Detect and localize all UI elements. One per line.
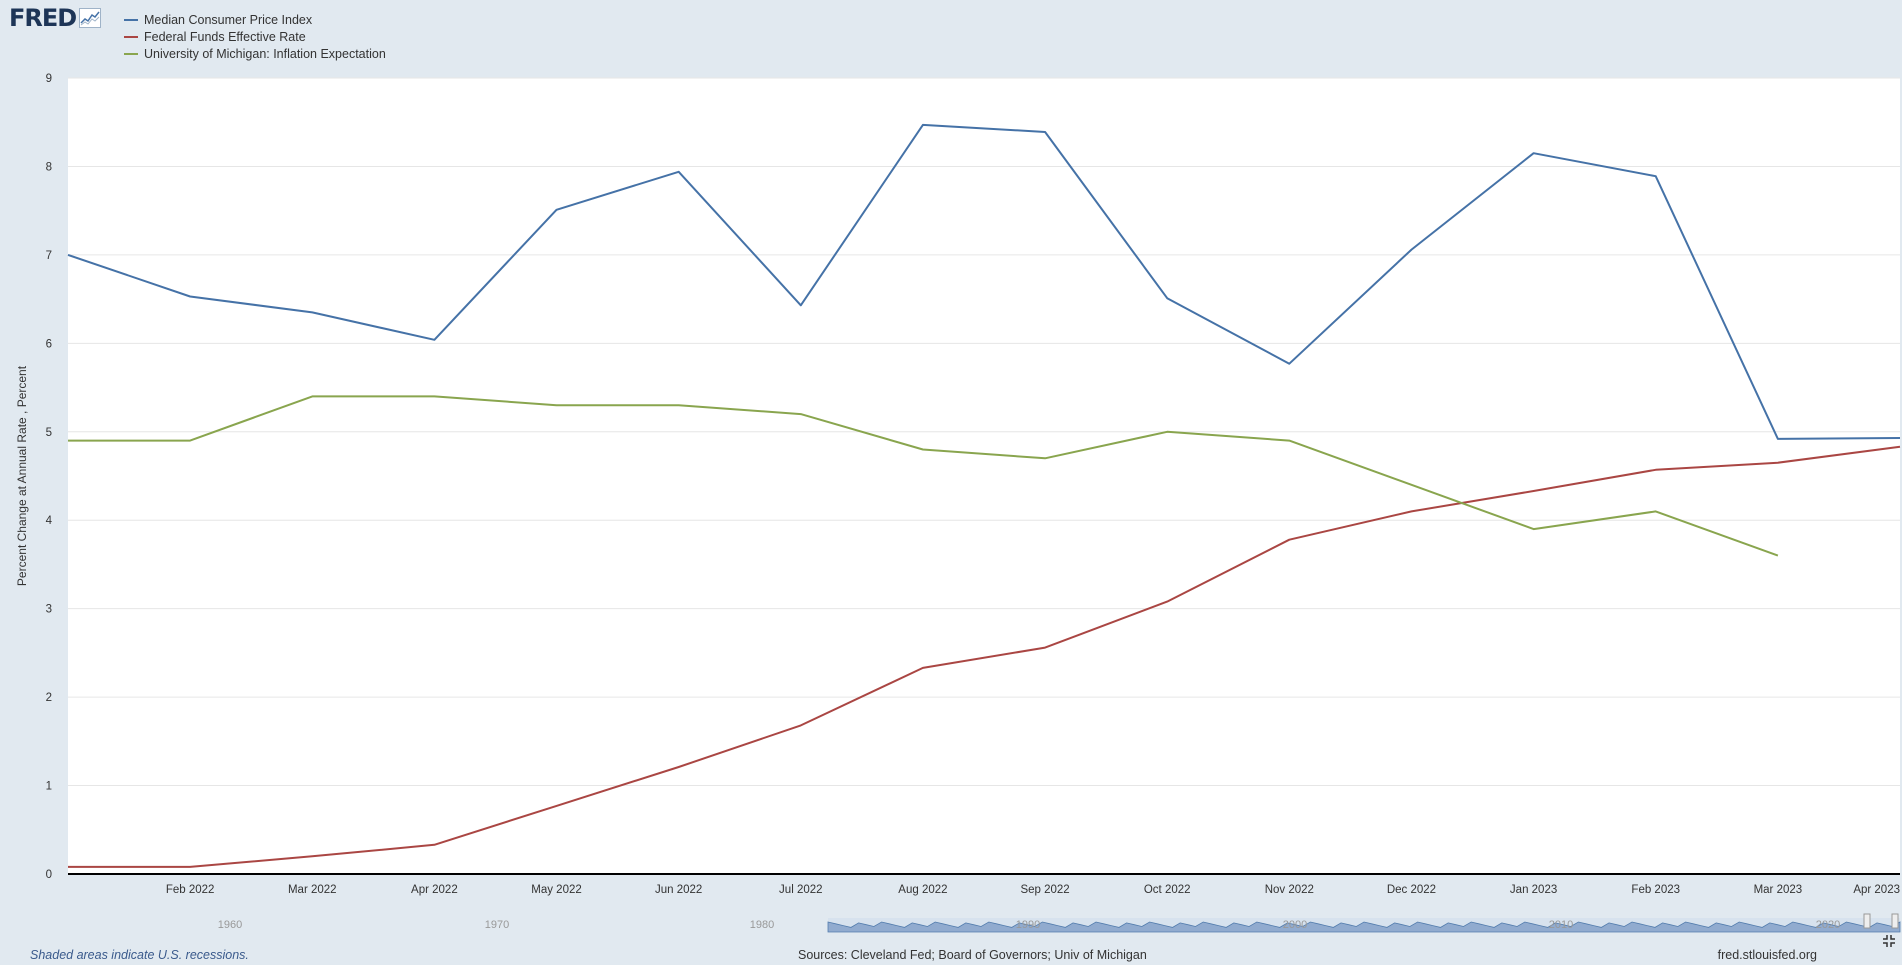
x-tick-label: Dec 2022	[1387, 884, 1436, 896]
series-line-0	[67, 123, 1901, 440]
x-tick-label: Sep 2022	[1020, 884, 1069, 896]
expand-icon[interactable]	[1882, 934, 1896, 948]
x-tick-label: Aug 2022	[898, 884, 947, 896]
legend-label: Median Consumer Price Index	[144, 12, 313, 27]
navigator-year-label: 1990	[1016, 919, 1040, 931]
y-tick-label: 4	[46, 515, 53, 527]
y-tick-label: 3	[46, 604, 52, 616]
x-tick-label: Nov 2022	[1265, 884, 1314, 896]
fred-logo-text: FRED	[9, 4, 77, 32]
navigator-year-label: 1970	[485, 919, 509, 931]
sources-text: Sources: Cleveland Fed; Board of Governo…	[798, 948, 1147, 962]
x-tick-label: Feb 2023	[1631, 884, 1680, 896]
legend-swatch	[124, 18, 138, 21]
y-tick-label: 6	[46, 338, 52, 350]
navigator-year-label: 2020	[1816, 919, 1840, 931]
y-tick-label: 7	[46, 250, 52, 262]
y-tick-label: 8	[46, 161, 52, 173]
x-tick-label: Mar 2022	[288, 884, 337, 896]
fred-logo[interactable]: FRED	[9, 4, 102, 32]
y-tick-label: 0	[46, 869, 52, 881]
x-tick-label: Jan 2023	[1510, 884, 1557, 896]
legend-label: University of Michigan: Inflation Expect…	[144, 46, 386, 61]
navigator-year-label: 1960	[218, 919, 242, 931]
fred-graph-icon	[79, 8, 102, 28]
legend-label: Federal Funds Effective Rate	[144, 29, 306, 44]
legend-item-fed-funds-rate[interactable]: Federal Funds Effective Rate	[124, 28, 386, 45]
plot-area	[68, 78, 1900, 874]
legend-item-median-cpi[interactable]: Median Consumer Price Index	[124, 11, 386, 28]
navigator-series	[827, 921, 1901, 933]
x-tick-label: Apr 2022	[411, 884, 458, 896]
source-url[interactable]: fred.stlouisfed.org	[1717, 948, 1817, 962]
y-tick-label: 5	[46, 427, 52, 439]
y-tick-label: 9	[46, 73, 52, 85]
x-tick-label: Feb 2022	[166, 884, 215, 896]
y-tick-label: 1	[46, 781, 52, 793]
x-tick-label: Oct 2022	[1144, 884, 1191, 896]
recession-note[interactable]: Shaded areas indicate U.S. recessions.	[30, 948, 249, 962]
y-tick-label: 2	[46, 692, 52, 704]
navigator-handle[interactable]	[1891, 913, 1899, 929]
x-tick-label: Mar 2023	[1754, 884, 1803, 896]
navigator-year-label: 2000	[1283, 919, 1307, 931]
navigator-year-label: 2010	[1549, 919, 1573, 931]
legend-swatch	[124, 35, 138, 38]
series-line-1	[68, 445, 1901, 868]
navigator-handle[interactable]	[1863, 913, 1871, 929]
x-tick-label: Apr 2023	[1853, 884, 1900, 896]
legend-item-inflation-expectation[interactable]: University of Michigan: Inflation Expect…	[124, 45, 386, 62]
series-line-2	[68, 395, 1779, 557]
legend-swatch	[124, 52, 138, 55]
x-tick-label: Jun 2022	[655, 884, 702, 896]
chart-legend: Median Consumer Price Index Federal Fund…	[124, 11, 386, 62]
x-tick-label: May 2022	[531, 884, 582, 896]
navigator-year-label: 1980	[750, 919, 774, 931]
x-tick-label: Jul 2022	[779, 884, 822, 896]
